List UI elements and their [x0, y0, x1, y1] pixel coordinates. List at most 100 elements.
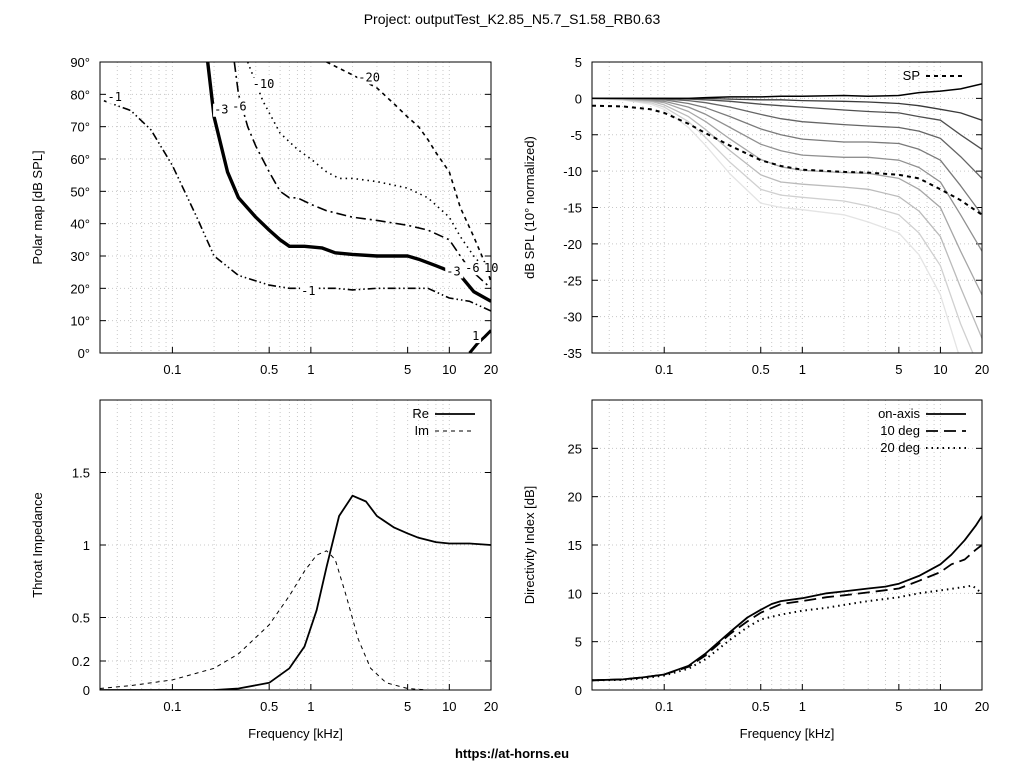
legend-label: Re [412, 406, 429, 421]
y-tick-label: 0.2 [72, 654, 90, 669]
y-tick-label: 15 [568, 538, 582, 553]
x-tick-label: 0.1 [655, 362, 673, 377]
x-tick-label: 5 [404, 699, 411, 714]
x-tick-label: 10 [442, 699, 456, 714]
y-tick-label: 40° [70, 217, 90, 232]
contour-label: -1 [108, 90, 122, 104]
plot-area [592, 83, 982, 353]
plot-area [100, 494, 491, 690]
contour-label-bg [482, 262, 501, 276]
contour-label-bg [300, 284, 319, 298]
y-tick-label: 0 [83, 683, 90, 698]
y-tick-label: -20 [563, 237, 582, 252]
y-tick-label: -5 [570, 128, 582, 143]
legend: on-axis 10 deg 20 deg [878, 406, 966, 455]
y-tick-label: 10° [70, 314, 90, 329]
y-tick-label: 20 [568, 490, 582, 505]
y-axis-label: dB SPL (10° normalized) [522, 136, 537, 279]
x-tick-label: 0.1 [655, 699, 673, 714]
y-tick-label: -30 [563, 310, 582, 325]
legend-label: 10 deg [880, 423, 920, 438]
series-on-axis [592, 515, 982, 682]
x-tick-label: 5 [895, 699, 902, 714]
x-tick-label: 0.5 [752, 362, 770, 377]
contour-label: 1 [472, 329, 479, 343]
x-tick-label: 20 [484, 699, 498, 714]
x-tick-label: 1 [307, 362, 314, 377]
y-tick-label: -10 [563, 164, 582, 179]
contour-label: -6 [465, 261, 479, 275]
x-tick-label: 1 [307, 699, 314, 714]
angle-curve [592, 83, 982, 100]
x-tick-label: 1 [799, 699, 806, 714]
ticks: 0.1 0.5 1 5 10 20 5 0 -5 -10 -15 -20 -25 -30 -35 [563, 55, 989, 377]
legend: Re Im [412, 406, 475, 438]
y-axis-label: Polar map [dB SPL] [30, 150, 45, 264]
x-tick-label: 5 [895, 362, 902, 377]
polar-map-chart: 0.1 0.5 1 5 10 20 0° 10° 20° 30° 40° 50° 60° 70° 80° 90… [30, 55, 501, 377]
figure-title: Project: outputTest_K2.85_N5.7_S1.58_RB0… [364, 11, 661, 27]
contour-1 [468, 329, 491, 353]
x-tick-label: 0.5 [260, 362, 278, 377]
y-tick-label: 5 [575, 55, 582, 70]
x-tick-label: 0.5 [260, 699, 278, 714]
contour-label-bg [471, 330, 482, 344]
contour--6 [233, 62, 491, 289]
throat-impedance-chart: 0.1 0.5 1 5 10 20 0 0.2 0.5 1 1.5 Throat Impedance F… [30, 399, 498, 741]
legend: SP [903, 68, 966, 83]
legend-label: SP [903, 68, 920, 83]
y-tick-label: 50° [70, 184, 90, 199]
y-tick-label: 70° [70, 120, 90, 135]
plot-frame [591, 399, 983, 691]
legend-label: on-axis [878, 406, 920, 421]
y-tick-label: 0 [575, 683, 582, 698]
series-10-deg [592, 544, 982, 682]
angle-curve [592, 97, 982, 252]
y-tick-label: 30° [70, 249, 90, 264]
x-tick-label: 10 [933, 362, 947, 377]
x-tick-label: 10 [442, 362, 456, 377]
y-tick-label: 1.5 [72, 466, 90, 481]
angle-curve [592, 97, 982, 339]
y-tick-label: 90° [70, 55, 90, 70]
series-im [100, 550, 491, 690]
angle-curve [592, 97, 974, 353]
x-tick-label: 5 [404, 362, 411, 377]
contour-label-bg [357, 71, 384, 85]
ticks: 0.1 0.5 1 5 10 20 0° 10° 20° 30° 40° 50° 60° 70° 80° 90… [70, 55, 498, 377]
x-tick-label: 0.1 [163, 362, 181, 377]
y-tick-label: 0 [575, 91, 582, 106]
plot-frame [99, 399, 492, 691]
y-tick-label: 1 [83, 538, 90, 553]
x-tick-label: 10 [933, 699, 947, 714]
contour-label-bg [251, 77, 278, 91]
x-axis-label: Frequency [kHz] [740, 726, 835, 741]
contour-label: -3 [214, 103, 228, 117]
x-axis-label: Frequency [kHz] [248, 726, 343, 741]
contour-label-bg [106, 90, 125, 104]
plot-area [592, 515, 982, 682]
x-tick-label: 1 [799, 362, 806, 377]
y-tick-label: 20° [70, 281, 90, 296]
contour--20 [326, 62, 491, 283]
x-tick-label: 0.5 [752, 699, 770, 714]
sp-curve [592, 104, 982, 216]
plot-frame [591, 61, 983, 354]
y-tick-label: 25 [568, 441, 582, 456]
contour-label: -3 [446, 264, 460, 278]
series-re [100, 494, 491, 690]
grid [100, 400, 491, 690]
y-tick-label: 80° [70, 87, 90, 102]
grid [100, 62, 491, 353]
x-tick-label: 0.1 [163, 699, 181, 714]
y-tick-label: -35 [563, 346, 582, 361]
normalized-spl-chart: 0.1 0.5 1 5 10 20 5 0 -5 -10 -15 -20 -25 -30 -35 dB SPL… [522, 55, 989, 377]
y-tick-label: -25 [563, 273, 582, 288]
contour-label: -1 [301, 284, 315, 298]
ticks: 0.1 0.5 1 5 10 20 0 0.2 0.5 1 1.5 [72, 466, 498, 715]
y-tick-label: -15 [563, 201, 582, 216]
angle-curve [592, 97, 960, 353]
contour-label: -6 [232, 100, 246, 114]
